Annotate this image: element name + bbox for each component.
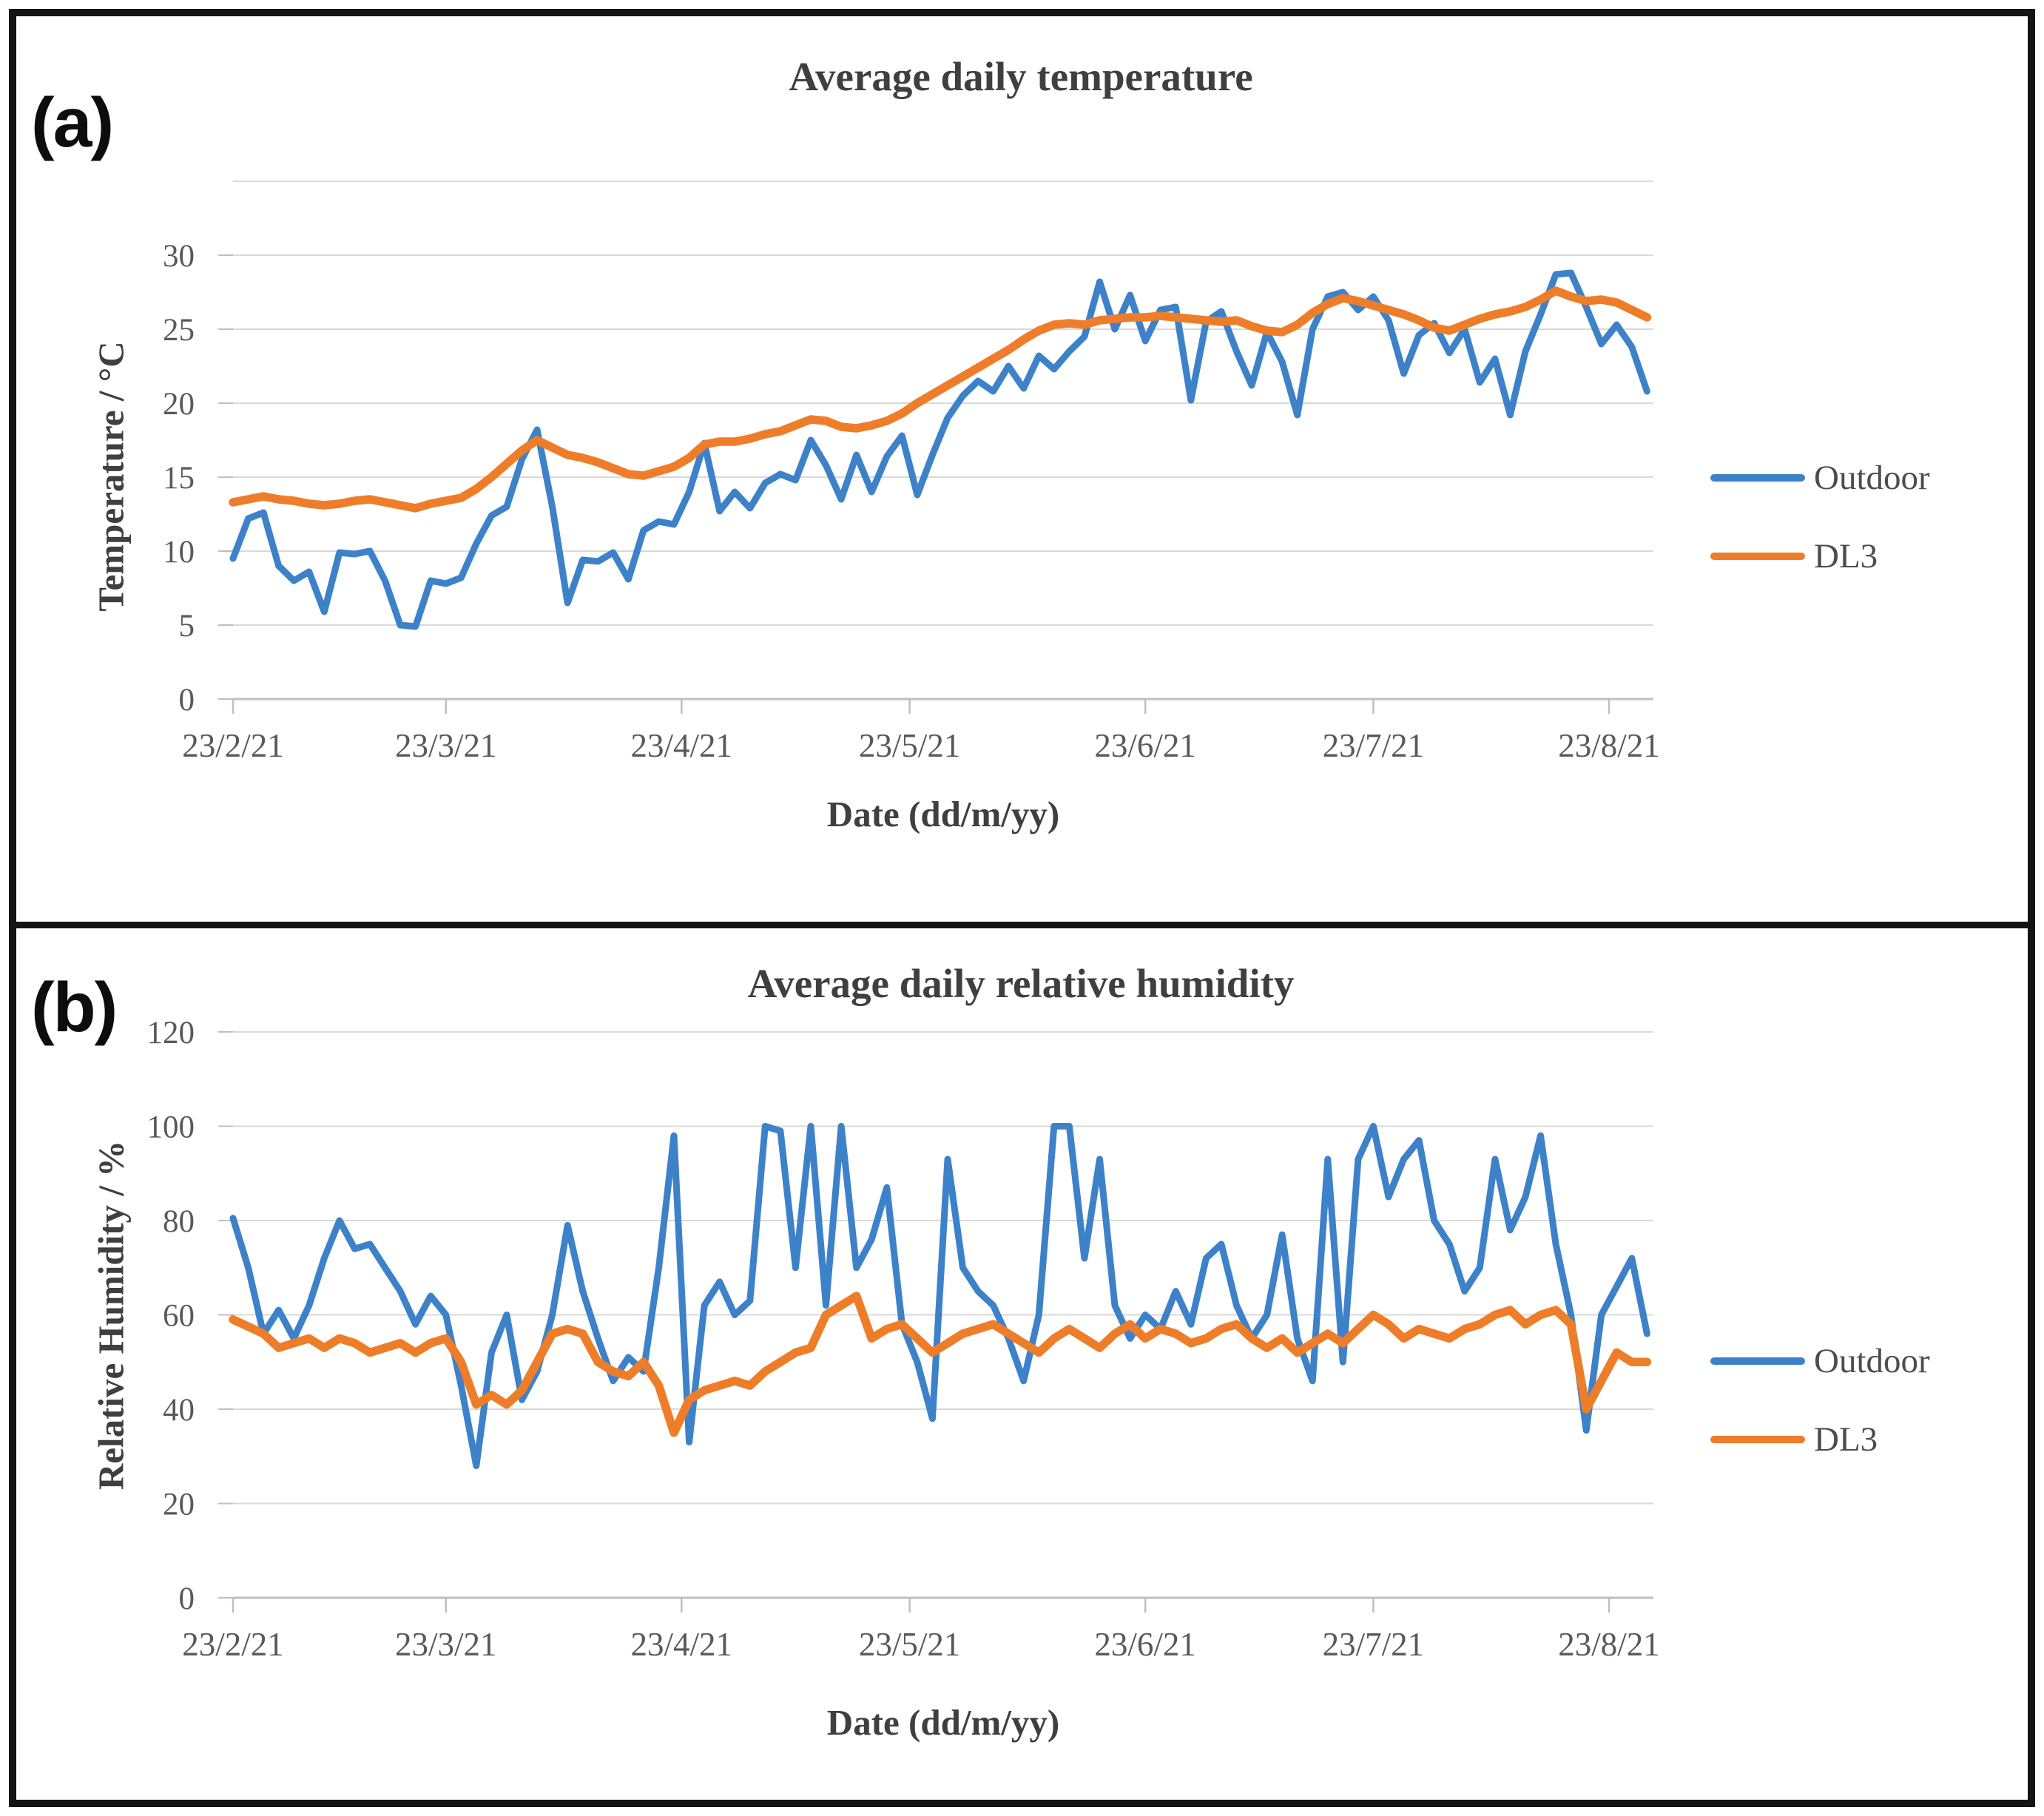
- y-tick-label: 80: [163, 1204, 195, 1239]
- panel-b-label: (b): [31, 968, 118, 1047]
- y-tick-label: 20: [163, 1488, 195, 1522]
- y-tick-label: 30: [163, 239, 195, 274]
- x-tick-label: 23/8/21: [1558, 727, 1660, 764]
- x-tick-label: 23/7/21: [1323, 1626, 1425, 1663]
- humidity-legend: Outdoor DL3: [1710, 1342, 1930, 1459]
- y-tick-label: 0: [179, 1582, 195, 1616]
- legend-item-dl3: DL3: [1710, 537, 1930, 575]
- outdoor-line-swatch-icon: [1710, 474, 1805, 482]
- x-tick-label: 23/6/21: [1094, 727, 1196, 764]
- panel-divider: [9, 922, 2035, 928]
- legend-item-dl3: DL3: [1710, 1420, 1930, 1459]
- outdoor-line-swatch-icon: [1710, 1357, 1805, 1365]
- x-tick-label: 23/8/21: [1558, 1626, 1660, 1663]
- y-tick-label: 10: [163, 535, 195, 570]
- x-tick-label: 23/3/21: [395, 1626, 497, 1663]
- humidity-x-axis-title: Date (dd/m/yy): [826, 1702, 1060, 1743]
- legend-label-outdoor: Outdoor: [1814, 1342, 1930, 1380]
- y-tick-label: 60: [163, 1299, 195, 1334]
- x-tick-label: 23/2/21: [182, 1626, 284, 1663]
- temperature-x-axis-title: Date (dd/m/yy): [826, 794, 1060, 834]
- temperature-chart-title: Average daily temperature: [789, 54, 1253, 99]
- y-tick-label: 20: [163, 387, 195, 422]
- x-tick-label: 23/6/21: [1094, 1626, 1196, 1663]
- humidity-chart-title: Average daily relative humidity: [747, 961, 1295, 1006]
- x-tick-label: 23/4/21: [631, 727, 733, 764]
- outdoor-series-line: [229, 1123, 1650, 1469]
- dl3-series-line: [229, 286, 1652, 513]
- temperature-legend: Outdoor DL3: [1710, 459, 1930, 575]
- x-tick-label: 23/5/21: [859, 727, 961, 764]
- y-tick-label: 40: [163, 1393, 195, 1428]
- legend-item-outdoor: Outdoor: [1710, 459, 1930, 497]
- y-tick-label: 15: [163, 461, 195, 496]
- legend-label-dl3: DL3: [1814, 537, 1878, 575]
- panel-a-label: (a): [31, 84, 114, 162]
- y-tick-label: 5: [179, 609, 195, 644]
- dl3-line-swatch-icon: [1710, 1436, 1805, 1443]
- dl3-series-line: [229, 1292, 1652, 1437]
- y-tick-label: 25: [163, 313, 195, 348]
- legend-label-outdoor: Outdoor: [1814, 459, 1930, 497]
- x-tick-label: 23/7/21: [1323, 727, 1425, 764]
- humidity-plot: 0 20 40 60 80 100 120 23/2/21 23/3/21 23/4/21 23/5…: [147, 1016, 1660, 1663]
- dl3-line-swatch-icon: [1710, 553, 1805, 560]
- x-tick-label: 23/4/21: [631, 1626, 733, 1663]
- x-tick-label: 23/5/21: [859, 1626, 961, 1663]
- y-tick-label: 0: [179, 683, 195, 718]
- legend-item-outdoor: Outdoor: [1710, 1342, 1930, 1380]
- x-tick-label: 23/2/21: [182, 727, 284, 764]
- x-tick-label: 23/3/21: [395, 727, 497, 764]
- y-tick-label: 100: [147, 1110, 195, 1145]
- outdoor-series-line: [229, 269, 1650, 630]
- legend-label-dl3: DL3: [1814, 1420, 1878, 1459]
- y-tick-label: 120: [147, 1016, 195, 1050]
- temperature-plot: 0 5 10 15 20 25 30 23/2/21 23/3/21 23/4/21 23/5/21…: [163, 180, 1660, 764]
